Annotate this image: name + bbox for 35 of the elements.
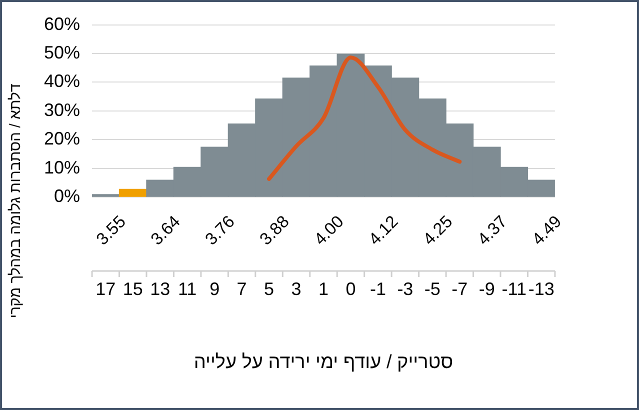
y-tick-label: 60% (44, 14, 80, 34)
x-tick-label: 0 (346, 278, 356, 299)
x-tick-label: -11 (502, 278, 526, 299)
x-tick-label: -9 (478, 278, 495, 299)
y-tick-label: 10% (44, 157, 80, 178)
x-tick-label: 9 (210, 278, 220, 299)
x-tick-label: -13 (528, 278, 554, 299)
y-tick-label: 50% (44, 42, 80, 62)
x-tick-label: 1 (318, 278, 328, 299)
x-tick-label: 5 (264, 278, 274, 299)
y-tick-label: 40% (44, 71, 80, 92)
x-tick-label: 3 (291, 278, 302, 299)
text: 4.49 (528, 212, 566, 249)
text: 3.76 (202, 212, 238, 249)
bar (118, 188, 147, 197)
text: 3.88 (256, 212, 293, 249)
text: 3.64 (147, 212, 184, 249)
x-tick-label: 13 (150, 278, 170, 299)
line-series (267, 56, 462, 181)
x-tick-label: 15 (122, 278, 143, 299)
y-tick-label: 30% (44, 100, 80, 120)
bar (92, 194, 120, 197)
x-tick-label: 11 (178, 278, 197, 299)
x-tick-label: -1 (370, 278, 386, 299)
x-tick-label: -7 (452, 278, 468, 299)
y-axis-title: דלתא / הסתברות גלומה במהלך מקרי (7, 84, 24, 318)
x-tick-label: -5 (424, 278, 440, 299)
x-axis-title: סטרייק / עודף ימי ירידה על עלייה (194, 352, 454, 373)
text: 4.00 (310, 212, 348, 249)
y-tick-label: 0% (54, 186, 80, 206)
y-tick-label: 20% (44, 128, 80, 149)
x-tick-label: -3 (397, 278, 414, 299)
x-tick-label: 17 (96, 278, 116, 299)
text: 4.12 (364, 212, 402, 249)
x-tick-label: 7 (236, 278, 247, 299)
